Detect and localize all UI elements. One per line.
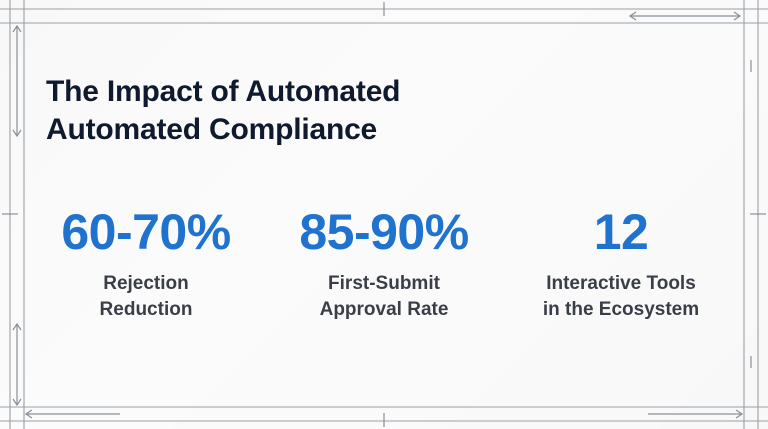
slide-title: The Impact of Automated Automated Compli… <box>46 73 401 149</box>
stat-value: 12 <box>593 204 649 260</box>
stat-value: 60-70% <box>61 204 231 260</box>
stat-label: Rejection Reduction <box>46 271 246 323</box>
stat-first-submit-approval: 85-90% First-Submit Approval Rate <box>283 203 485 323</box>
stat-label-line-1: Rejection <box>103 273 189 294</box>
stat-rejection-reduction: 60-70% Rejection Reduction <box>46 203 246 323</box>
stat-label: Interactive Tools in the Ecosystem <box>520 271 722 323</box>
slide-title-line-1: The Impact of Automated <box>46 75 401 108</box>
slide-title-line-2: Automated Compliance <box>46 113 378 146</box>
stat-label-line-1: Interactive Tools <box>546 273 696 294</box>
stat-label-line-1: First-Submit <box>328 273 440 294</box>
stat-value: 85-90% <box>299 204 469 260</box>
stat-label: First-Submit Approval Rate <box>283 271 485 323</box>
stat-interactive-tools: 12 Interactive Tools in the Ecosystem <box>520 203 722 323</box>
stat-label-line-2: Reduction <box>99 299 193 320</box>
stat-label-line-2: Approval Rate <box>319 299 449 320</box>
stat-label-line-2: in the Ecosystem <box>542 299 700 320</box>
